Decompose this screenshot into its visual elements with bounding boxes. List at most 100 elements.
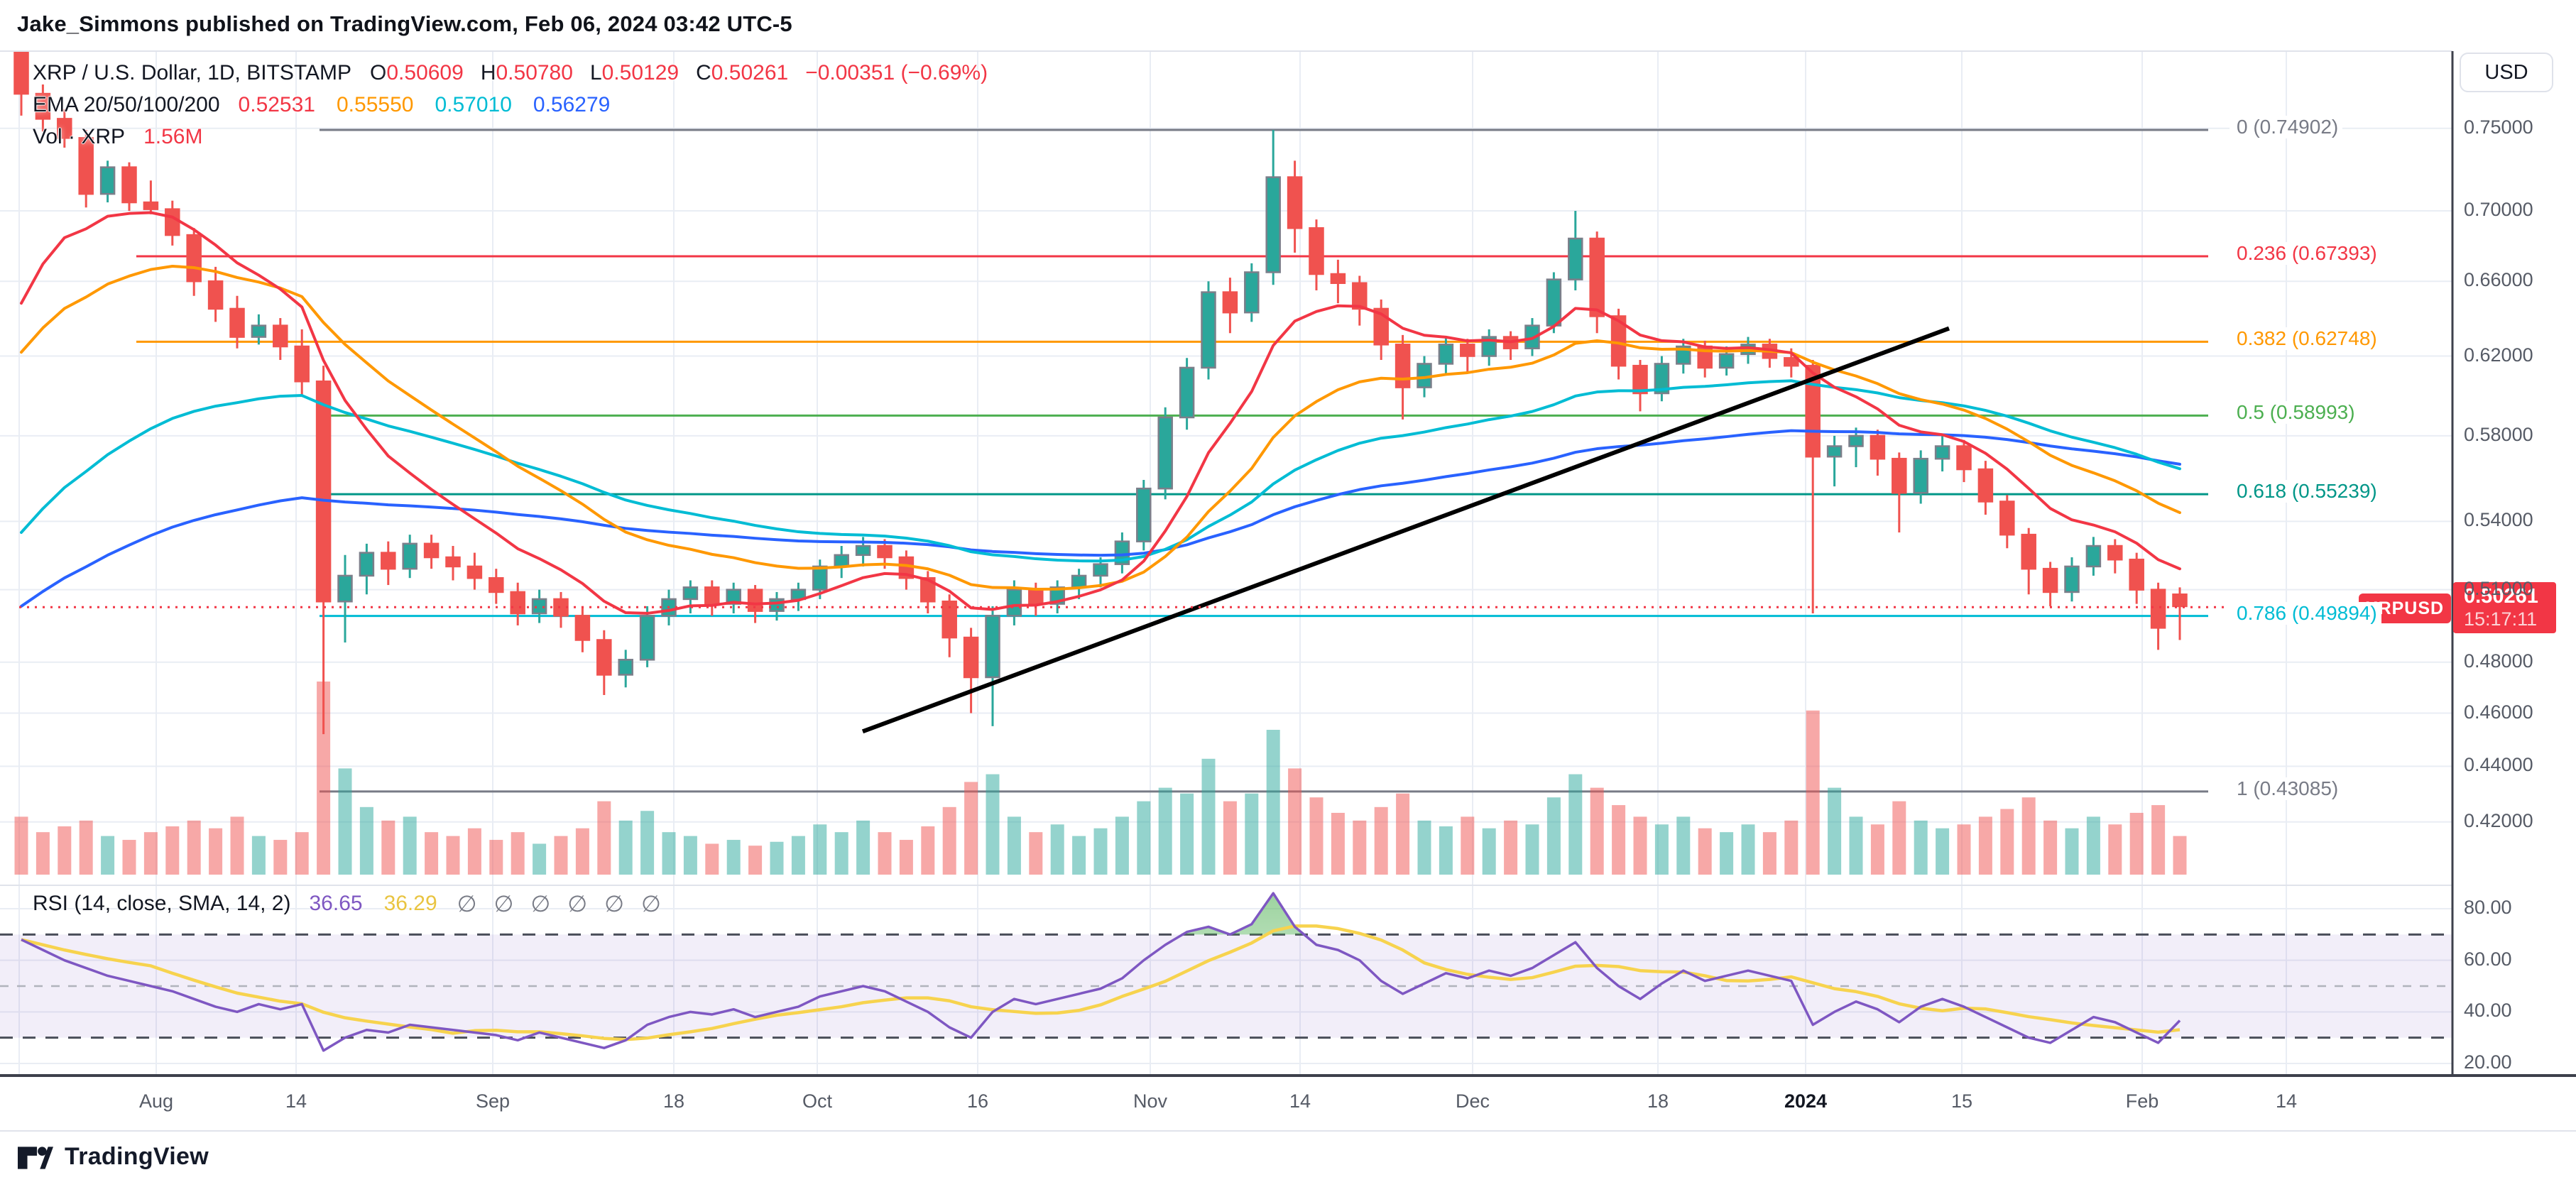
time-axis-label[interactable]: Feb xyxy=(2125,1090,2159,1112)
candle-body xyxy=(531,598,547,615)
time-axis-label[interactable]: 18 xyxy=(662,1090,685,1112)
candle-body xyxy=(57,118,72,139)
time-axis-label[interactable]: Nov xyxy=(1133,1090,1168,1112)
candle-body xyxy=(2150,589,2166,629)
fib-level-label[interactable]: 0.5 (0.58993) xyxy=(2230,401,2359,425)
fib-level-label[interactable]: 0.786 (0.49894) xyxy=(2230,601,2381,625)
volume-bar xyxy=(1654,824,1669,875)
time-axis-label[interactable]: Sep xyxy=(475,1090,511,1112)
low-label: L xyxy=(589,61,602,84)
time-axis-label[interactable]: 18 xyxy=(1647,1090,1669,1112)
volume-bar xyxy=(467,828,481,875)
time-axis-label[interactable]: 14 xyxy=(285,1090,307,1112)
volume-bar xyxy=(834,832,848,875)
rsi-empty-slot-icon: ∅ xyxy=(457,891,477,917)
volume-bar xyxy=(1223,801,1237,875)
volume-bar xyxy=(338,768,352,875)
volume-bar xyxy=(251,836,266,875)
volume-legend[interactable]: Vol · XRP 1.56M xyxy=(33,125,202,149)
rsi-title[interactable]: RSI (14, close, SMA, 14, 2) xyxy=(33,892,291,915)
candle-body xyxy=(35,92,51,120)
price-axis-label[interactable]: 0.62000 xyxy=(2464,344,2533,366)
volume-bar xyxy=(1266,730,1280,875)
tradingview-logo[interactable]: TradingView xyxy=(18,1143,209,1171)
volume-bar xyxy=(1849,816,1863,875)
time-axis-label[interactable]: Aug xyxy=(138,1090,174,1112)
rsi-axis-label[interactable]: 20.00 xyxy=(2464,1051,2512,1073)
volume-bar xyxy=(1741,824,1755,875)
candle-body xyxy=(1870,434,1886,460)
candle-body xyxy=(1093,563,1108,577)
rsi-legend[interactable]: RSI (14, close, SMA, 14, 2) 36.65 36.29 … xyxy=(33,890,661,917)
candle-body xyxy=(1913,457,1928,494)
price-axis-label[interactable]: 0.48000 xyxy=(2464,650,2533,672)
price-axis-label[interactable]: 0.58000 xyxy=(2464,423,2533,445)
time-axis-label[interactable]: Dec xyxy=(1455,1090,1490,1112)
rsi-band xyxy=(0,934,2452,1038)
price-axis-label[interactable]: 0.44000 xyxy=(2464,754,2533,776)
fib-level-label[interactable]: 0 (0.74902) xyxy=(2230,116,2343,138)
candle-body xyxy=(186,234,202,283)
price-axis-label[interactable]: 0.42000 xyxy=(2464,809,2533,831)
volume-bar xyxy=(878,832,892,875)
price-axis-label[interactable]: 0.51000 xyxy=(2464,577,2533,599)
price-axis-label[interactable]: 0.75000 xyxy=(2464,116,2533,138)
volume-bar xyxy=(1504,820,1518,875)
time-axis-label[interactable]: 2024 xyxy=(1784,1090,1828,1112)
symbol-legend[interactable]: XRP / U.S. Dollar, 1D, BITSTAMP O0.50609… xyxy=(33,61,988,85)
volume-bar xyxy=(1590,787,1604,875)
price-axis-label[interactable]: 0.46000 xyxy=(2464,701,2533,723)
time-axis-label[interactable]: Oct xyxy=(802,1090,833,1112)
ema-line xyxy=(20,379,2181,563)
candle-body xyxy=(78,137,94,195)
rsi-empty-slot-icon: ∅ xyxy=(604,891,625,917)
volume-bar xyxy=(317,682,331,875)
volume-title[interactable]: Vol · XRP xyxy=(33,125,126,148)
fib-level-label[interactable]: 0.618 (0.55239) xyxy=(2230,480,2381,503)
time-axis-label[interactable]: 14 xyxy=(2275,1090,2298,1112)
volume-bar xyxy=(1612,805,1626,875)
high-label: H xyxy=(480,61,496,84)
volume-bar xyxy=(618,820,633,875)
fib-level-label[interactable]: 1 (0.43085) xyxy=(2230,777,2343,800)
rsi-axis-label[interactable]: 60.00 xyxy=(2464,948,2512,970)
candle-body xyxy=(337,574,353,603)
rsi-empty-slot-icon: ∅ xyxy=(493,891,514,917)
price-axis-label[interactable]: 0.54000 xyxy=(2464,509,2533,531)
ema-lines xyxy=(20,211,2181,615)
candle-body xyxy=(466,565,483,579)
fib-level-label[interactable]: 0.236 (0.67393) xyxy=(2230,242,2381,265)
volume-bar xyxy=(1374,806,1388,875)
volume-bar xyxy=(1568,774,1583,875)
rsi-pane xyxy=(0,892,2452,1052)
candle-body xyxy=(294,345,310,383)
price-axis-label[interactable]: 0.66000 xyxy=(2464,269,2533,291)
candle-body xyxy=(682,586,699,601)
symbol-title[interactable]: XRP / U.S. Dollar, 1D, BITSTAMP xyxy=(33,61,352,84)
last-price-value: 0.50261 xyxy=(2464,585,2538,608)
candle-body xyxy=(13,51,29,95)
ema-title[interactable]: EMA 20/50/100/200 xyxy=(33,93,220,116)
time-axis-label[interactable]: 14 xyxy=(1289,1090,1311,1112)
volume-bar xyxy=(2065,828,2079,875)
ema20-value: 0.52531 xyxy=(238,93,315,116)
volume-bar xyxy=(1828,787,1842,875)
ema-legend[interactable]: EMA 20/50/100/200 0.52531 0.55550 0.5701… xyxy=(33,93,610,117)
ohlc-high: H0.50780 xyxy=(481,61,573,85)
volume-bar xyxy=(359,806,373,875)
volume-bar xyxy=(489,840,503,875)
price-axis-label[interactable]: 0.70000 xyxy=(2464,199,2533,221)
volume-bar xyxy=(1115,816,1129,875)
rsi-axis-label[interactable]: 80.00 xyxy=(2464,897,2512,918)
volume-bar xyxy=(230,816,244,875)
currency-usd-button[interactable]: USD xyxy=(2460,53,2553,92)
ohlc-low: L0.50129 xyxy=(590,61,679,85)
volume-bar xyxy=(575,828,589,875)
time-axis-label[interactable]: 15 xyxy=(1950,1090,1973,1112)
candle-body xyxy=(855,545,871,557)
rsi-axis-label[interactable]: 40.00 xyxy=(2464,1000,2512,1022)
fib-level-label[interactable]: 0.382 (0.62748) xyxy=(2230,327,2381,351)
candle-body xyxy=(2085,545,2102,568)
time-axis-label[interactable]: 16 xyxy=(966,1090,989,1112)
